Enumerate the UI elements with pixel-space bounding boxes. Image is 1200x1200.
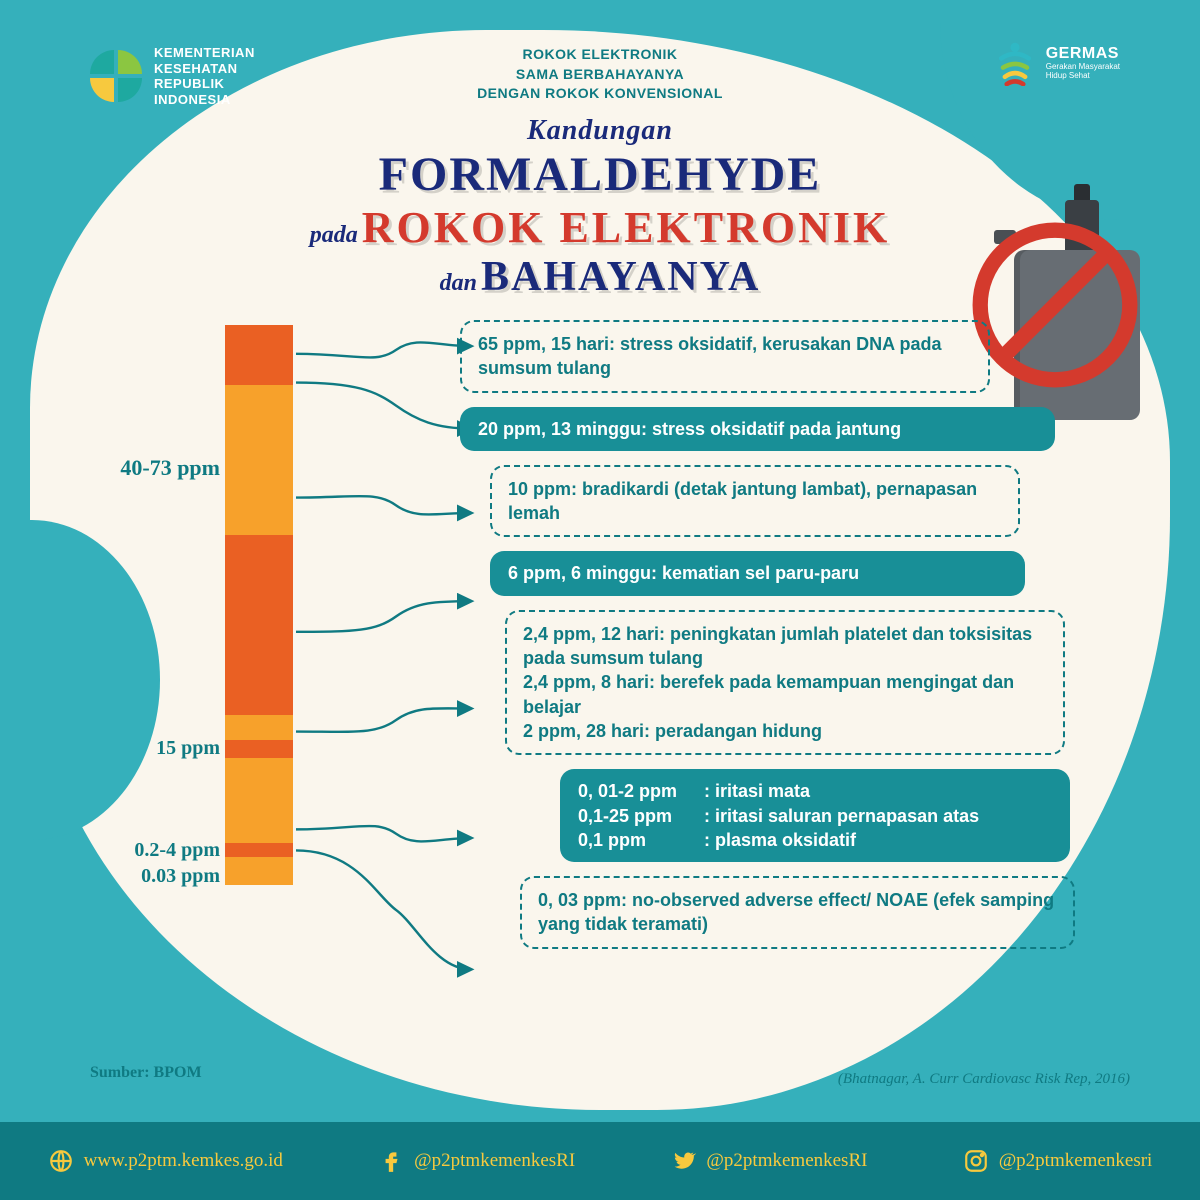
facebook-icon [378, 1148, 404, 1174]
scale-label: 40-73 ppm [120, 455, 220, 481]
scale-segment [225, 857, 293, 885]
footer-bar: www.p2ptm.kemkes.go.id @p2ptmkemenkesRI … [0, 1122, 1200, 1200]
scale-segment [225, 740, 293, 758]
arrow-curve [296, 850, 471, 969]
source-label: Sumber: BPOM [90, 1064, 202, 1082]
scale-label: 15 ppm [156, 737, 220, 760]
footer-twitter: @p2ptmkemenkesRI [670, 1148, 867, 1174]
callout: 20 ppm, 13 minggu: stress oksidatif pada… [460, 407, 1055, 451]
arrow-curve [296, 496, 471, 514]
scale-segment [225, 385, 293, 535]
scale-label: 0.03 ppm [141, 865, 220, 888]
scale-segment [225, 758, 293, 843]
callout-arrows [296, 325, 476, 1025]
scale-segment [225, 325, 293, 385]
arrow-curve [296, 601, 471, 632]
citation: (Bhatnagar, A. Curr Cardiovasc Risk Rep,… [838, 1071, 1130, 1088]
footer-instagram: @p2ptmkemenkesri [963, 1148, 1153, 1174]
callout: 0, 03 ppm: no-observed adverse effect/ N… [520, 876, 1075, 949]
callout: 2,4 ppm, 12 hari: peningkatan jumlah pla… [505, 610, 1065, 755]
footer-facebook: @p2ptmkemenkesRI [378, 1148, 575, 1174]
instagram-icon [963, 1148, 989, 1174]
scale-segment [225, 843, 293, 857]
callout: 6 ppm, 6 minggu: kematian sel paru-paru [490, 551, 1025, 595]
callout: 0, 01-2 ppm: iritasi mata0,1-25 ppm: iri… [560, 769, 1070, 862]
callouts: 65 ppm, 15 hari: stress oksidatif, kerus… [460, 320, 1060, 963]
scale-segment [225, 715, 293, 740]
arrow-curve [296, 383, 471, 429]
twitter-icon [670, 1148, 696, 1174]
ppm-scale-labels: 40-73 ppm 15 ppm 0.2-4 ppm 0.03 ppm [70, 325, 220, 895]
arrow-curve [296, 342, 471, 357]
subheader: ROKOK ELEKTRONIK SAMA BERBAHAYANYA DENGA… [0, 45, 1200, 104]
scale-segment [225, 535, 293, 715]
globe-icon [48, 1148, 74, 1174]
arrow-curve [296, 826, 471, 841]
footer-website: www.p2ptm.kemkes.go.id [48, 1148, 283, 1174]
ppm-scale-bar [225, 325, 293, 885]
callout: 10 ppm: bradikardi (detak jantung lambat… [490, 465, 1020, 538]
arrow-curve [296, 708, 471, 731]
scale-label: 0.2-4 ppm [134, 839, 220, 862]
callout: 65 ppm, 15 hari: stress oksidatif, kerus… [460, 320, 990, 393]
